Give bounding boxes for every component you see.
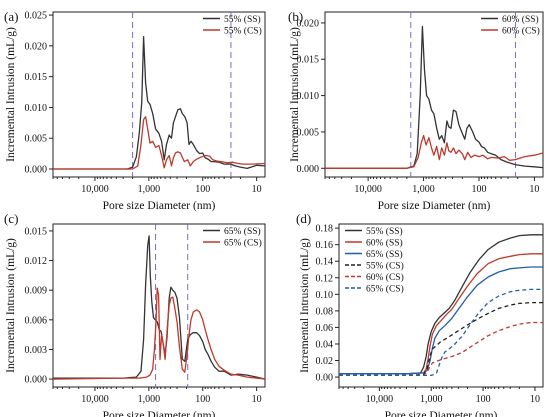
x-tick-label: 1,000 — [412, 184, 435, 195]
plot-frame — [52, 11, 266, 178]
y-axis-label: Incremental Intrusion (mL/g) — [5, 27, 17, 162]
y-tick-label: 0.005 — [25, 134, 48, 145]
chart-panel-2: 10,000 1,000 100 10 0.000 0.005 0.010 0.015 0.02… — [288, 9, 544, 212]
chart-panel-1: 10,000 1,000 100 10 0.000 0.005 0.010 0.015 0.02… — [4, 9, 266, 212]
legend-label: 60% (CS) — [366, 272, 404, 283]
x-tick-label: 100 — [195, 184, 210, 195]
plot-frame — [52, 223, 266, 388]
y-tick-label: 0.18 — [316, 224, 334, 235]
legend-label: 55% (SS) — [366, 226, 403, 237]
series-line-3 — [339, 266, 543, 375]
panel-label: (a) — [4, 9, 18, 24]
panel-label: (c) — [4, 211, 18, 226]
series-line-6 — [339, 288, 543, 377]
y-tick-label: 0.010 — [297, 91, 320, 102]
y-tick-label: 0.06 — [316, 323, 334, 334]
x-tick-label: 10 — [252, 394, 262, 405]
plot-frame — [324, 11, 544, 178]
x-tick-label: 1,000 — [138, 394, 161, 405]
series-line-4 — [339, 301, 543, 377]
x-tick-label: 10 — [530, 394, 540, 405]
y-tick-label: 0.005 — [297, 127, 320, 138]
y-tick-label: 0.16 — [316, 240, 334, 251]
x-axis-label: Pore size Diameter (nm) — [103, 200, 216, 212]
y-tick-label: 0.015 — [25, 72, 48, 83]
legend-label: 65% (CS) — [224, 238, 262, 249]
legend-label: 60% (SS) — [366, 238, 403, 249]
legend-label: 55% (CS) — [366, 261, 404, 272]
x-tick-label: 10,000 — [81, 184, 109, 195]
series-line-5 — [339, 321, 543, 377]
y-axis-label: Incremental Intrusion (mL/g) — [299, 238, 311, 373]
series-line-2 — [325, 134, 544, 169]
x-axis-label: Pore size Diameter (nm) — [103, 410, 216, 417]
y-tick-label: 0.009 — [25, 286, 48, 297]
x-tick-label: 1,000 — [420, 394, 443, 405]
x-tick-label: 10,000 — [81, 394, 109, 405]
y-tick-label: 0.10 — [316, 290, 334, 301]
legend-label: 65% (CS) — [366, 284, 404, 295]
x-tick-label: 100 — [476, 394, 491, 405]
series-line-2 — [52, 287, 266, 380]
legend-label: 65% (SS) — [366, 249, 403, 260]
y-tick-label: 0.015 — [25, 226, 48, 237]
y-tick-label: 0.010 — [25, 103, 48, 114]
series-line-1 — [339, 234, 543, 375]
x-tick-label: 10 — [252, 184, 262, 195]
y-tick-label: 0.003 — [25, 345, 48, 356]
y-tick-label: 0.000 — [297, 164, 320, 175]
y-tick-label: 0.04 — [316, 339, 334, 350]
legend-label: 55% (SS) — [224, 14, 261, 25]
y-tick-label: 0.12 — [316, 273, 334, 284]
series-line-1 — [325, 25, 544, 169]
legend-label: 55% (CS) — [224, 26, 262, 37]
legend-label: 65% (SS) — [224, 226, 261, 237]
y-tick-label: 0.015 — [297, 55, 320, 66]
x-tick-label: 10,000 — [366, 394, 394, 405]
y-tick-label: 0.025 — [25, 11, 48, 22]
chart-panel-3: 10,000 1,000 100 10 0.000 0.003 0.006 0.009 0.01… — [4, 211, 266, 417]
y-tick-label: 0.14 — [316, 257, 334, 268]
plot-frame — [338, 223, 544, 388]
series-line-1 — [53, 35, 266, 170]
legend-label: 60% (SS) — [502, 14, 539, 25]
y-tick-label: 0.020 — [297, 18, 320, 29]
y-axis-label: Incremental Intrusion (mL/g) — [289, 27, 301, 162]
y-tick-label: 0.000 — [25, 164, 48, 175]
y-tick-label: 0.006 — [25, 315, 48, 326]
x-tick-label: 10 — [529, 184, 539, 195]
legend-label: 60% (CS) — [502, 26, 540, 37]
chart-panel-4: 10,000 1,000 100 10 0.00 0.02 0.04 0.06 0.08 0.10… — [296, 211, 544, 417]
y-tick-label: 0.08 — [316, 306, 334, 317]
y-tick-label: 0.00 — [316, 373, 334, 384]
panel-label: (d) — [296, 211, 311, 226]
series-line-2 — [53, 116, 266, 170]
x-tick-label: 100 — [195, 394, 210, 405]
series-line-2 — [339, 253, 543, 375]
y-tick-label: 0.020 — [25, 41, 48, 52]
x-axis-label: Pore size Diameter (nm) — [378, 200, 491, 212]
y-tick-label: 0.012 — [25, 256, 48, 267]
x-tick-label: 1,000 — [138, 184, 161, 195]
y-tick-label: 0.02 — [316, 356, 334, 367]
x-tick-label: 10,000 — [354, 184, 382, 195]
panel-label: (b) — [288, 9, 303, 24]
y-tick-label: 0.000 — [25, 375, 48, 386]
y-axis-label: Incremental Intrusion (mL/g) — [5, 238, 17, 373]
series-line-1 — [53, 235, 266, 380]
x-tick-label: 100 — [471, 184, 486, 195]
x-axis-label: Pore size Diameter (nm) — [385, 410, 498, 417]
